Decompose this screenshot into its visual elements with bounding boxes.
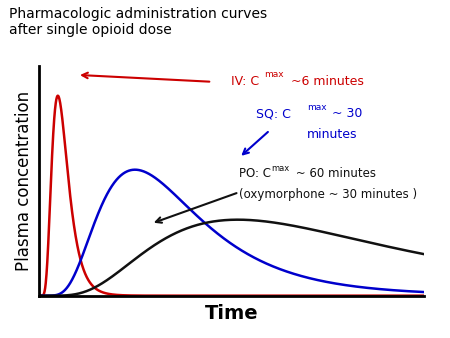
Text: max: max: [264, 70, 284, 79]
Text: minutes: minutes: [306, 128, 357, 141]
Text: max: max: [306, 103, 326, 112]
Text: Pharmacologic administration curves
after single opioid dose: Pharmacologic administration curves afte…: [9, 7, 267, 37]
X-axis label: Time: Time: [205, 304, 258, 323]
Text: ~ 60 minutes: ~ 60 minutes: [292, 167, 376, 180]
Text: ~ 30: ~ 30: [328, 107, 362, 120]
Text: IV: C: IV: C: [231, 75, 260, 88]
Text: ~6 minutes: ~6 minutes: [288, 75, 364, 88]
Text: (oxymorphone ~ 30 minutes ): (oxymorphone ~ 30 minutes ): [239, 188, 417, 201]
Y-axis label: Plasma concentration: Plasma concentration: [15, 91, 33, 271]
Text: max: max: [271, 164, 289, 172]
Text: PO: C: PO: C: [239, 167, 271, 180]
Text: SQ: C: SQ: C: [256, 107, 291, 120]
